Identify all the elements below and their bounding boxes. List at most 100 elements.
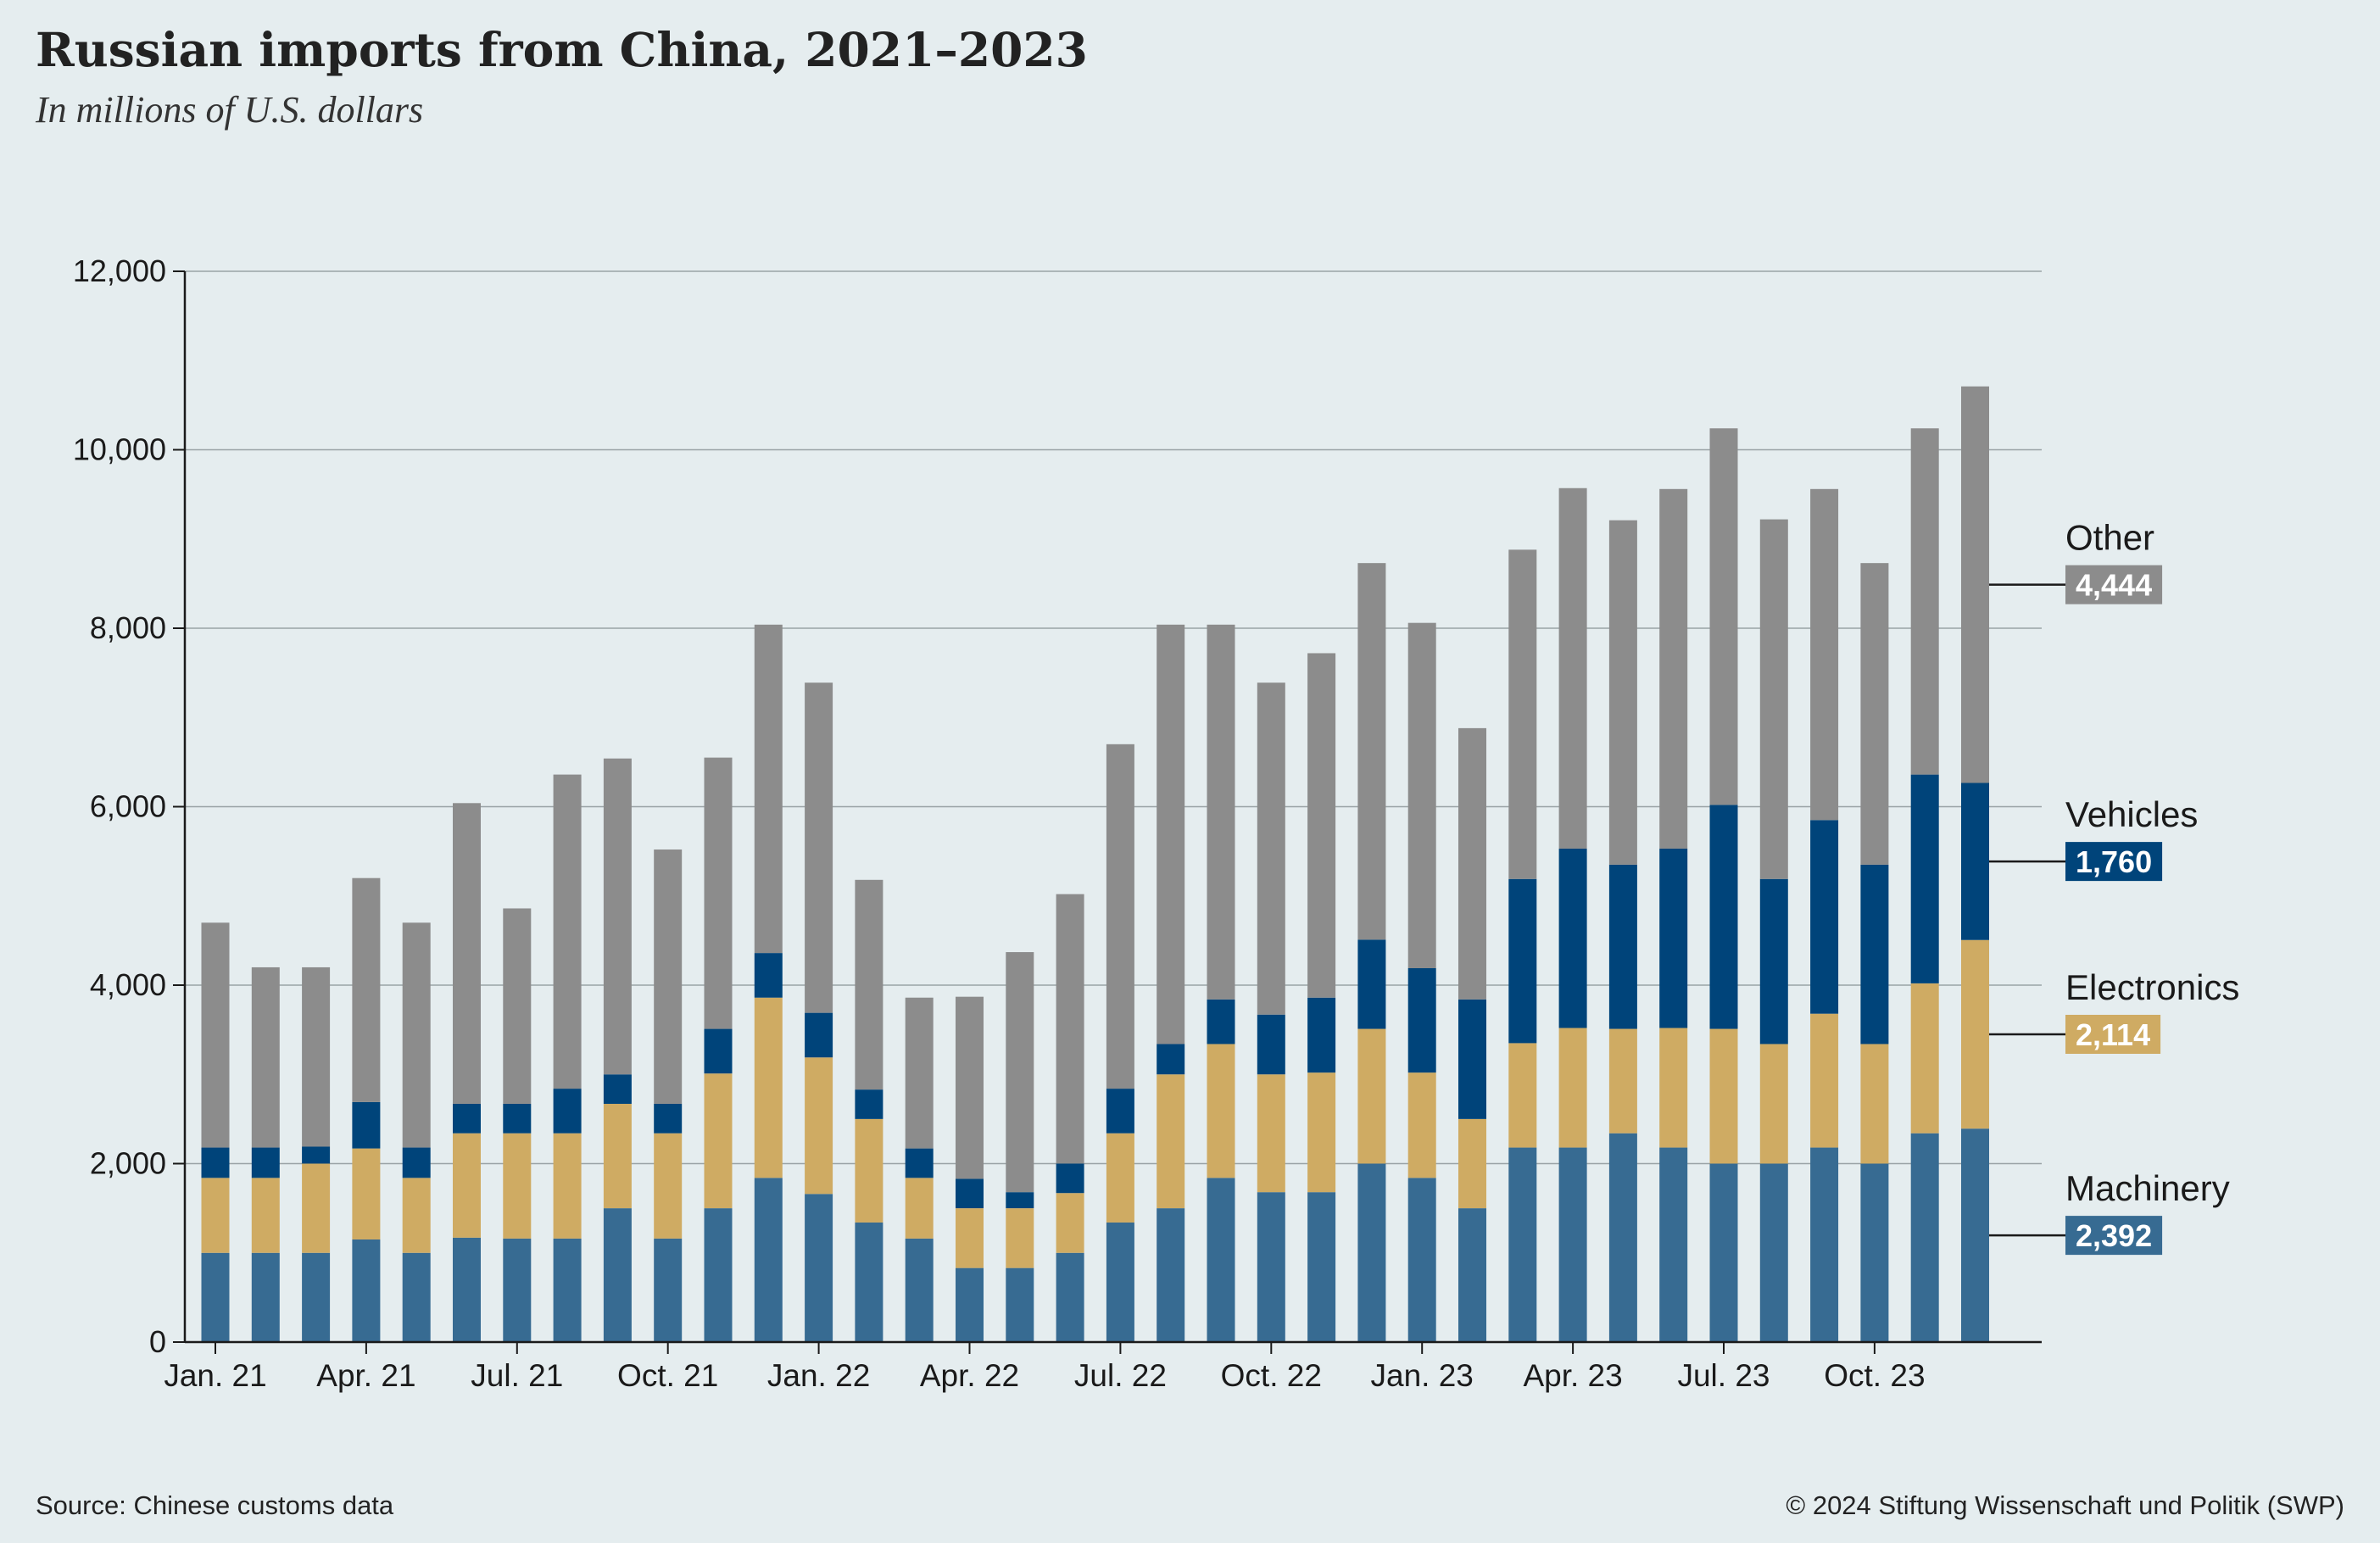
bar-vehicles: [1357, 939, 1386, 1029]
bar-other: [1961, 386, 1989, 783]
bar-vehicles: [503, 1103, 532, 1134]
bar-electronics: [754, 997, 783, 1178]
bar-electronics: [251, 1178, 280, 1253]
legend-label-electronics: Electronics: [2065, 967, 2239, 1007]
legend-value-electronics: 2,114: [2076, 1017, 2150, 1052]
bar-vehicles: [1659, 848, 1688, 1028]
bar-other: [603, 758, 632, 1075]
bar-vehicles: [1257, 1014, 1285, 1075]
bar-machinery: [1810, 1147, 1839, 1342]
copyright-note: © 2024 Stiftung Wissenschaft und Politik…: [1786, 1490, 2344, 1520]
bar-other: [1157, 624, 1185, 1044]
bar-other: [302, 966, 331, 1147]
bar-other: [352, 877, 381, 1102]
bar-vehicles: [1307, 997, 1336, 1073]
legend: Other 4,444 Vehicles 1,760 Electronics 2,114 M…: [1989, 518, 2239, 1256]
bar-vehicles: [1157, 1044, 1185, 1075]
bar-electronics: [1407, 1072, 1436, 1178]
bar-electronics: [1106, 1133, 1134, 1223]
bar-machinery: [1407, 1178, 1436, 1342]
bar-machinery: [251, 1252, 280, 1342]
bar-electronics: [503, 1133, 532, 1239]
bar-vehicles: [654, 1103, 683, 1134]
bar-machinery: [905, 1238, 934, 1342]
bar-other: [201, 922, 230, 1148]
bar-other: [1659, 488, 1688, 849]
bar-electronics: [402, 1178, 431, 1253]
y-tick-label: 2,000: [90, 1146, 166, 1181]
bar-electronics: [1910, 983, 1939, 1134]
bar-electronics: [1307, 1072, 1336, 1193]
bar-machinery: [855, 1222, 883, 1342]
bar-electronics: [1257, 1074, 1285, 1193]
bar-vehicles: [1458, 999, 1486, 1119]
bar-vehicles: [1759, 878, 1788, 1044]
bar-machinery: [1860, 1163, 1889, 1342]
bar-electronics: [704, 1073, 733, 1209]
bar-electronics: [1056, 1193, 1084, 1253]
y-tick-label: 8,000: [90, 610, 166, 645]
bar-machinery: [1458, 1208, 1486, 1342]
x-tick-label: Jul. 21: [471, 1358, 563, 1393]
x-tick-label: Oct. 22: [1221, 1358, 1322, 1393]
bar-electronics: [302, 1163, 331, 1253]
bar-vehicles: [1558, 848, 1587, 1028]
bar-electronics: [1357, 1028, 1386, 1164]
bar-other: [1056, 894, 1084, 1164]
legend-label-vehicles: Vehicles: [2065, 794, 2198, 834]
bar-machinery: [553, 1238, 582, 1342]
bar-vehicles: [402, 1147, 431, 1178]
bar-machinery: [1659, 1147, 1688, 1342]
bar-other: [1407, 622, 1436, 969]
legend-label-other: Other: [2065, 518, 2154, 558]
bar-vehicles: [453, 1103, 481, 1134]
bar-other: [1458, 727, 1486, 1000]
bar-machinery: [1157, 1208, 1185, 1342]
bar-electronics: [1961, 939, 1989, 1129]
x-tick-label: Apr. 21: [316, 1358, 415, 1393]
bar-other: [251, 966, 280, 1148]
bar-electronics: [956, 1208, 984, 1268]
bar-vehicles: [1709, 805, 1738, 1029]
bar-other: [805, 682, 833, 1013]
bar-other: [905, 997, 934, 1149]
legend-value-box: [2065, 1014, 2161, 1054]
bar-electronics: [1659, 1028, 1688, 1148]
bar-vehicles: [553, 1089, 582, 1134]
bar-other: [1508, 549, 1537, 879]
axes: 0 2,000 4,000 6,000 8,000 10,000 12,000 Jan. 21…: [73, 253, 2042, 1393]
legend-label-machinery: Machinery: [2065, 1168, 2230, 1208]
source-note: Source: Chinese customs data: [36, 1490, 394, 1520]
bar-electronics: [1207, 1044, 1235, 1178]
bar-other: [654, 849, 683, 1104]
bar-electronics: [1558, 1028, 1587, 1148]
bar-electronics: [1608, 1028, 1637, 1134]
bar-electronics: [1157, 1074, 1185, 1209]
bar-machinery: [1709, 1163, 1738, 1342]
chart-subtitle: In millions of U.S. dollars: [36, 89, 424, 131]
y-tick-label: 0: [149, 1324, 166, 1359]
legend-value-box: [2065, 1216, 2163, 1256]
bar-other: [956, 996, 984, 1179]
y-tick-label: 12,000: [73, 253, 166, 288]
legend-value-other: 4,444: [2076, 568, 2152, 603]
bar-electronics: [1006, 1208, 1034, 1268]
bar-vehicles: [905, 1148, 934, 1178]
chart-title: Russian imports from China, 2021–2023: [36, 22, 1088, 77]
bar-other: [402, 922, 431, 1148]
bar-other: [1106, 744, 1134, 1089]
bar-stacks: [201, 386, 1989, 1342]
bar-electronics: [1458, 1118, 1486, 1209]
bar-machinery: [754, 1178, 783, 1342]
x-tick-label: Jan. 23: [1371, 1358, 1474, 1393]
bar-other: [1558, 487, 1587, 849]
x-tick-label: Apr. 23: [1523, 1358, 1622, 1393]
bar-machinery: [1357, 1163, 1386, 1342]
bar-electronics: [1810, 1013, 1839, 1148]
bar-vehicles: [1910, 774, 1939, 983]
bar-other: [754, 624, 783, 954]
bar-machinery: [1257, 1192, 1285, 1342]
bar-other: [1759, 519, 1788, 879]
bar-machinery: [1910, 1133, 1939, 1342]
bar-vehicles: [1056, 1163, 1084, 1194]
